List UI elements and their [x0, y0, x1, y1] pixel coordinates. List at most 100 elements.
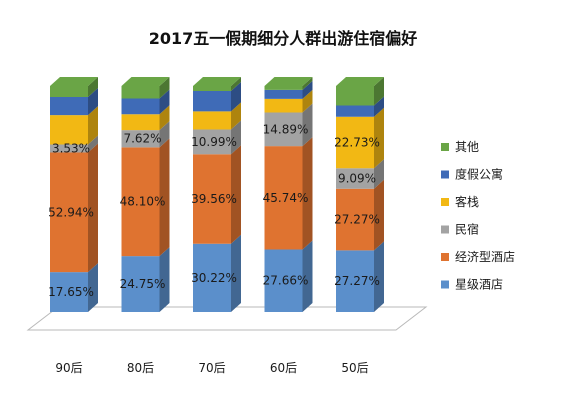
floor-plate [26, 306, 428, 331]
bar-segment [264, 98, 303, 113]
stacked-bar-0 [50, 77, 98, 312]
bar-segment [336, 188, 374, 251]
x-tick-label: 50后 [341, 361, 368, 375]
data-label: 27.27% [334, 213, 380, 227]
bar-top-face [50, 77, 98, 86]
bars-layer [50, 77, 384, 312]
bar-segment-side [231, 234, 241, 312]
bar-segment-side [88, 88, 98, 116]
legend-item: 经济型酒店 [441, 249, 515, 264]
bar-segment-side [88, 263, 98, 312]
data-label: 45.74% [263, 191, 309, 205]
stacked-bar-1 [121, 77, 170, 312]
bar-segment [336, 250, 374, 312]
bar-segment [121, 114, 160, 131]
legend-swatch [441, 198, 449, 206]
bar-segment-side [374, 241, 384, 312]
bar-segment [121, 147, 160, 257]
legend-swatch [441, 280, 449, 289]
bar-segment-side [374, 159, 384, 189]
legend-swatch [441, 225, 449, 234]
bar-segment-side [159, 247, 170, 312]
bar-segment-side [374, 179, 384, 251]
bar-segment-side [159, 89, 170, 115]
bar-segment [193, 111, 231, 130]
data-label: 52.94% [48, 205, 94, 219]
bar-segment [121, 256, 160, 312]
bar-segment-side [159, 77, 170, 99]
bar-segment-side [231, 102, 241, 130]
x-tick-label: 80后 [127, 361, 154, 375]
bar-segment-side [159, 105, 170, 131]
bar-segment [50, 144, 88, 153]
legend-swatch [441, 170, 449, 179]
bar-segment-side [88, 135, 98, 153]
bar-segment-side [302, 103, 313, 147]
bar-segment-side [302, 89, 313, 113]
bar-segment-side [374, 107, 384, 169]
bar-segment [50, 115, 88, 145]
bar-segment-side [88, 143, 98, 273]
data-label: 17.65% [48, 285, 94, 299]
bar-segment-side [159, 121, 170, 148]
legend-label: 其他 [455, 140, 479, 154]
bar-segment [336, 105, 374, 117]
bar-top-face [121, 77, 170, 86]
bar-segment [264, 112, 303, 147]
bar-segment [264, 86, 303, 90]
bar-segment-side [302, 80, 313, 99]
x-tick-label: 60后 [270, 361, 297, 375]
bar-segment-side [302, 137, 313, 250]
data-label: 22.73% [334, 136, 380, 150]
bar-segment-side [374, 77, 384, 106]
data-label: 48.10% [120, 195, 166, 209]
bar-segment [336, 116, 374, 169]
bar-segment [193, 154, 231, 244]
data-label: 24.75% [120, 277, 166, 291]
bar-segment-side [302, 77, 313, 90]
bar-segment [193, 86, 231, 91]
bar-top-face [336, 77, 384, 86]
data-label: 3.53% [52, 141, 90, 155]
bar-segment [121, 86, 160, 99]
bar-segment [193, 91, 231, 112]
x-tick-label: 90后 [55, 361, 82, 375]
bar-segment [264, 89, 303, 99]
data-label: 14.89% [263, 122, 309, 136]
data-label: 9.09% [338, 171, 376, 185]
bar-top-face [193, 77, 241, 86]
legend-item: 星级酒店 [441, 278, 503, 292]
legend-swatch [441, 143, 449, 151]
bar-segment-side [302, 240, 313, 312]
bar-segment-side [159, 138, 170, 257]
bar-segment [336, 168, 374, 189]
legend-label: 经济型酒店 [455, 249, 515, 264]
data-label: 10.99% [191, 135, 237, 149]
bar-top-face [264, 77, 313, 86]
x-tick-label: 70后 [198, 361, 225, 375]
bar-segment [50, 86, 88, 97]
bar-segment [193, 243, 231, 312]
bar-segment-side [374, 96, 384, 117]
stacked-bar-3 [264, 77, 313, 312]
legend-item: 客栈 [441, 194, 479, 209]
legend-label: 客栈 [455, 194, 479, 209]
bar-segment [121, 98, 160, 115]
bar-segment [50, 152, 88, 273]
bar-segment-side [231, 145, 241, 244]
legend-swatch [441, 253, 449, 261]
bar-segment-side [88, 77, 98, 97]
bar-segment [121, 130, 160, 148]
chart-title: 2017五一假期细分人群出游住宿偏好 [149, 29, 418, 48]
legend-item: 度假公寓 [441, 167, 503, 182]
x-axis-tick-labels: 90后 80后 70后 60后 50后 [55, 361, 368, 375]
chart-floor [26, 306, 428, 331]
data-label: 7.62% [123, 132, 161, 146]
data-label: 39.56% [191, 192, 237, 206]
data-label: 30.22% [191, 271, 237, 285]
legend-label: 度假公寓 [455, 167, 503, 182]
bar-segment-side [231, 120, 241, 155]
stacked-bar-4 [336, 77, 384, 312]
